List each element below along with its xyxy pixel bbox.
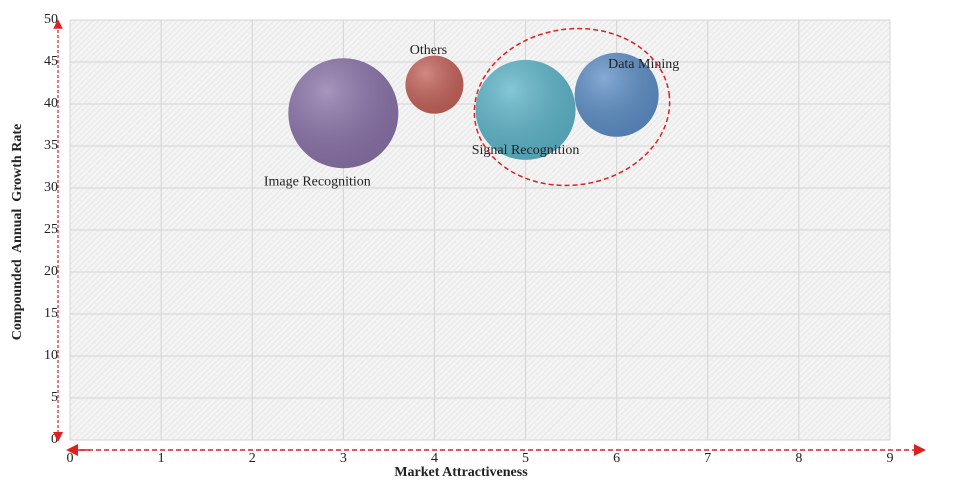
y-tick-label: 50 — [44, 12, 58, 27]
bubble-shade — [288, 58, 399, 169]
bubble-label: Signal Recognition — [472, 143, 580, 158]
bubble-shade — [405, 55, 464, 114]
bubble-label: Image Recognition — [264, 174, 371, 189]
y-tick-label: 45 — [44, 54, 58, 69]
x-tick-label: 9 — [887, 451, 894, 466]
y-tick-label: 35 — [44, 138, 58, 153]
x-tick-label: 0 — [67, 451, 74, 466]
y-tick-label: 0 — [51, 432, 58, 447]
y-tick-label: 40 — [44, 96, 58, 111]
y-tick-label: 5 — [51, 390, 58, 405]
x-tick-label: 6 — [613, 451, 620, 466]
highlight-ellipse — [473, 27, 671, 187]
bubble-shade — [475, 59, 576, 160]
x-tick-label: 5 — [522, 451, 529, 466]
y-tick-label: 15 — [44, 306, 58, 321]
x-tick-label: 2 — [249, 451, 256, 466]
y-axis-title: Compounded Annual Growth Rate — [10, 124, 25, 340]
x-tick-label: 8 — [795, 451, 802, 466]
bubble-label: Others — [410, 43, 447, 58]
y-tick-label: 20 — [44, 264, 58, 279]
x-tick-label: 1 — [158, 451, 165, 466]
x-tick-label: 4 — [431, 451, 438, 466]
y-tick-label: 30 — [44, 180, 58, 195]
bubble-label: Data Mining — [608, 57, 679, 72]
x-tick-label: 7 — [704, 451, 711, 466]
y-tick-label: 10 — [44, 348, 58, 363]
y-arrow-head — [53, 432, 63, 442]
y-tick-label: 25 — [44, 222, 58, 237]
x-tick-label: 3 — [340, 451, 347, 466]
x-axis-title: Market Attractiveness — [394, 465, 528, 480]
bubble-shade — [574, 52, 659, 137]
